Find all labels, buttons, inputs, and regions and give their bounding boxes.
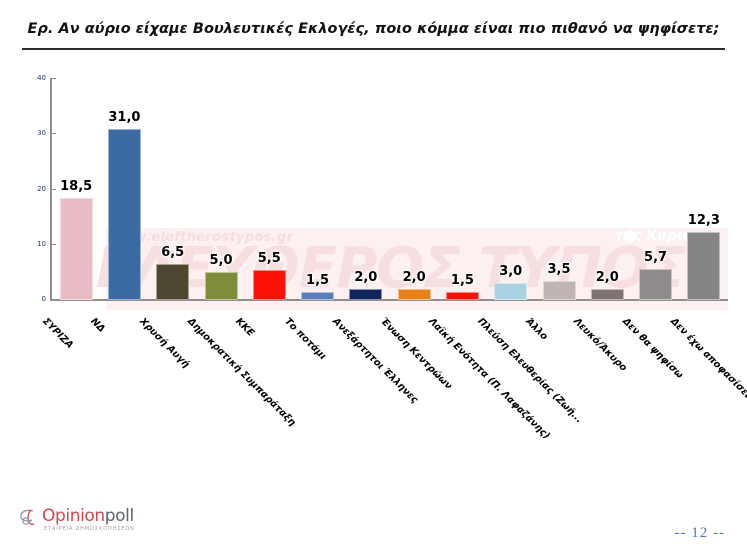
x-axis-category-label: Το ποτάμι xyxy=(281,316,328,363)
y-axis-tick-label: 0 xyxy=(41,295,46,303)
opinionpoll-logo: Opinionpoll ΕΤΑΙΡΕΙΑ ΔΗΜΟΣΚΟΠΗΣΕΩΝ xyxy=(18,506,168,540)
bar-slot: 5,0 xyxy=(204,78,238,300)
bar-slot: 1,5 xyxy=(445,78,479,300)
bar-series: 18,5 31,0 6,5 5,0 5,5 1,5 2,0 2,0 1,5 3,0 3,5 2,0 5,… xyxy=(52,78,728,300)
bar xyxy=(252,269,286,300)
bar-value-label: 5,7 xyxy=(644,249,668,265)
swirl-logo-icon xyxy=(20,509,35,526)
x-axis-category-label: Άλλο xyxy=(523,316,550,343)
bar-value-label: 12,3 xyxy=(687,213,720,229)
x-axis-category-label: Δεν έχω αποφασίσει / Δεν ξέρω xyxy=(668,316,747,442)
y-axis-tick-label: 40 xyxy=(37,74,46,82)
bar-value-label: 31,0 xyxy=(108,109,141,125)
bar xyxy=(639,268,673,300)
bar xyxy=(687,232,721,300)
bar-value-label: 2,0 xyxy=(402,269,426,285)
y-axis-tick xyxy=(50,78,56,79)
bar xyxy=(494,283,528,300)
bar-value-label: 5,0 xyxy=(209,253,233,269)
chart-plot-area: ΕΛΕΥΘΕΡΟΣ ΤΥΠΟΣ www.eleftherostypos.gr τ… xyxy=(22,74,728,310)
page-title: Ερ. Αν αύριο είχαμε Βουλευτικές Εκλογές,… xyxy=(27,21,720,37)
bar-slot: 18,5 xyxy=(59,78,93,300)
logo-tagline: ΕΤΑΙΡΕΙΑ ΔΗΜΟΣΚΟΠΗΣΕΩΝ xyxy=(44,526,135,532)
bar xyxy=(397,288,431,300)
bar xyxy=(107,128,141,300)
bar-slot: 2,0 xyxy=(349,78,383,300)
y-axis-tick xyxy=(50,133,56,135)
bar xyxy=(542,280,576,300)
logo-wordmark: Opinionpoll xyxy=(42,506,134,526)
bar-slot: 31,0 xyxy=(107,78,141,300)
bar-slot: 12,3 xyxy=(687,78,721,300)
bar-value-label: 18,5 xyxy=(60,178,93,194)
x-axis-category-label: Πλεύση Ελευθερίας (Ζωή... xyxy=(474,316,585,426)
y-axis-tick xyxy=(50,243,56,245)
x-axis-category-label: Χρυσή Αυγή xyxy=(136,316,192,371)
x-axis-category-label: Ανεξάρτητοι Έλληνες xyxy=(330,316,420,406)
x-axis-line xyxy=(50,299,728,301)
bar-slot: 2,0 xyxy=(397,78,431,300)
y-axis-tick xyxy=(50,299,56,300)
bar xyxy=(590,288,624,300)
logo-word-poll: poll xyxy=(104,506,134,526)
bar-slot: 5,7 xyxy=(639,78,673,300)
logo-word-opinion: Opinion xyxy=(42,506,105,526)
x-axis-category-label: ΣΥΡΙΖΑ xyxy=(40,316,76,351)
bar xyxy=(59,197,93,300)
bar-slot: 5,5 xyxy=(252,78,286,300)
bar xyxy=(204,272,238,300)
bar-value-label: 3,5 xyxy=(547,261,571,277)
bar-slot: 2,0 xyxy=(590,78,624,300)
bar xyxy=(349,288,383,300)
y-axis-tick-label: 10 xyxy=(37,239,46,248)
bar-value-label: 2,0 xyxy=(595,269,619,285)
bar-slot: 3,5 xyxy=(542,78,576,300)
bar xyxy=(445,291,479,300)
y-axis-tick-label: 20 xyxy=(37,184,46,193)
bar xyxy=(156,264,190,300)
x-axis-category-labels: ΣΥΡΙΖΑ ΝΔ Χρυσή Αυγή Δημοκρατική Συμπαράταξ… xyxy=(30,312,747,462)
bar-value-label: 1,5 xyxy=(306,272,330,288)
bar-value-label: 6,5 xyxy=(161,245,185,261)
page-number: -- 12 -- xyxy=(674,525,725,541)
x-axis-category-label: ΝΔ xyxy=(88,316,108,335)
bar-slot: 1,5 xyxy=(301,78,335,300)
bar-slot: 6,5 xyxy=(156,78,190,300)
y-axis-tick xyxy=(50,188,56,190)
bar-value-label: 5,5 xyxy=(257,250,281,266)
bar-value-label: 1,5 xyxy=(450,272,474,288)
bar-slot: 3,0 xyxy=(494,78,528,300)
slide-title-bar: Ερ. Αν αύριο είχαμε Βουλευτικές Εκλογές,… xyxy=(22,10,725,50)
bar-value-label: 3,0 xyxy=(499,264,523,280)
x-axis-category-label: ΚΚΕ xyxy=(233,316,257,339)
bar xyxy=(301,291,335,300)
y-axis-tick-label: 30 xyxy=(37,129,46,138)
bar-value-label: 2,0 xyxy=(354,269,378,285)
